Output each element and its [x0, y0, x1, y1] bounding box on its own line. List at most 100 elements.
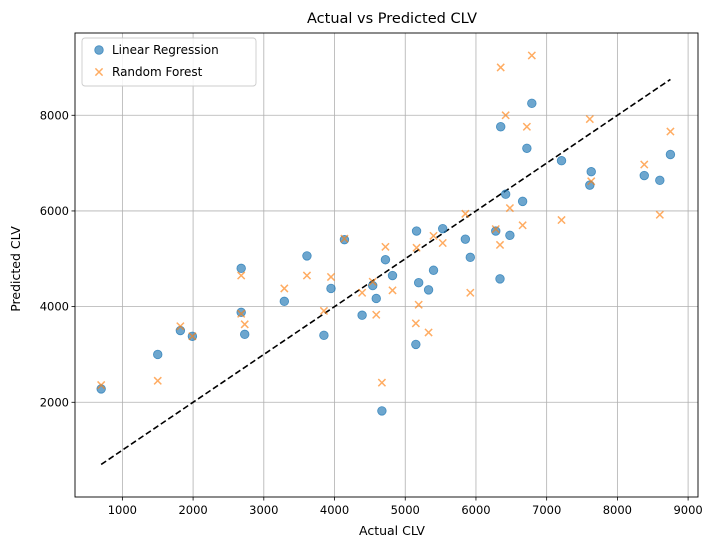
lr-point: [380, 255, 391, 265]
rf-point: [466, 288, 475, 297]
rf-point: [640, 160, 649, 169]
lr-point: [371, 293, 381, 304]
lr-point: [438, 223, 448, 234]
rf-point: [237, 309, 246, 318]
rf-point: [496, 63, 505, 72]
lr-point: [377, 406, 387, 416]
rf-point: [188, 332, 197, 341]
series-2: [97, 51, 675, 390]
rf-point: [326, 272, 336, 282]
lr-point: [175, 325, 186, 336]
x-tick-label: 4000: [320, 503, 349, 517]
y-tick-label: 4000: [40, 300, 69, 314]
lr-point: [556, 156, 567, 166]
rf-point: [372, 310, 381, 319]
lr-point: [655, 175, 665, 186]
chart-title: Actual vs Predicted CLV: [307, 11, 477, 27]
y-tick-label: 6000: [40, 204, 69, 218]
rf-point: [411, 319, 420, 328]
rf-point: [655, 210, 664, 219]
y-tick-label: 8000: [40, 108, 69, 122]
rf-point: [527, 51, 536, 60]
rf-point: [319, 306, 329, 316]
rf-point: [585, 114, 594, 124]
legend: Linear Regression Random Forest: [81, 37, 257, 87]
rf-point: [438, 238, 447, 248]
rf-point: [522, 122, 531, 131]
legend-box: [81, 37, 257, 87]
lr-point: [302, 251, 312, 261]
rf-point: [237, 271, 246, 280]
legend-marker: [94, 45, 104, 55]
x-axis-label: Actual CLV: [359, 523, 425, 538]
lr-point: [428, 265, 439, 275]
lr-point: [460, 234, 471, 244]
lr-point: [326, 283, 336, 294]
lr-point: [517, 196, 528, 207]
lr-point: [500, 189, 511, 199]
lr-point: [639, 170, 649, 181]
rf-point: [424, 328, 433, 337]
rf-point: [153, 376, 162, 385]
lr-point: [495, 274, 505, 284]
rf-point: [505, 203, 515, 213]
rf-point: [461, 209, 470, 218]
grid-lines: [75, 33, 698, 497]
lr-point: [411, 226, 422, 236]
x-tick-label: 2000: [178, 503, 207, 517]
rf-point: [176, 322, 185, 331]
reference-line: [100, 78, 671, 466]
rf-point: [340, 234, 349, 243]
lr-point: [505, 230, 515, 241]
lr-point: [411, 339, 421, 350]
lr-point: [465, 252, 475, 263]
rf-point: [280, 284, 289, 293]
y-axis-label: Predicted CLV: [8, 226, 23, 312]
rf-point: [412, 243, 421, 252]
lr-point: [496, 122, 506, 132]
x-tick-label: 6000: [461, 503, 490, 517]
lr-point: [153, 349, 163, 360]
reference-line-path: [100, 78, 671, 466]
legend-label: Linear Regression: [112, 43, 219, 57]
lr-point: [522, 143, 532, 153]
rf-point: [302, 271, 312, 280]
x-tick-label: 1000: [108, 503, 137, 517]
lr-point: [665, 149, 676, 160]
rf-point: [377, 378, 387, 387]
rf-point: [587, 177, 596, 186]
rf-point: [381, 242, 390, 251]
lr-point: [319, 330, 329, 341]
rf-point: [357, 288, 367, 297]
lr-point: [236, 307, 246, 318]
y-tick-label: 2000: [40, 395, 69, 409]
lr-point: [357, 310, 367, 320]
rf-point: [414, 300, 423, 309]
lr-point: [387, 270, 398, 281]
rf-point: [368, 277, 377, 286]
legend-label: Random Forest: [112, 65, 203, 79]
lr-point: [413, 277, 424, 288]
rf-point: [518, 221, 527, 230]
series-1: [96, 98, 676, 416]
lr-point: [279, 296, 290, 307]
rf-point: [666, 127, 675, 136]
lr-point: [423, 285, 434, 295]
rf-point: [429, 231, 438, 240]
lr-point: [586, 167, 596, 177]
rf-point: [491, 224, 500, 234]
lr-point: [491, 226, 501, 236]
rf-point: [501, 111, 510, 120]
x-tick-label: 8000: [603, 503, 632, 517]
x-tick-label: 7000: [532, 503, 561, 517]
x-tick-label: 3000: [249, 503, 278, 517]
rf-point: [557, 215, 566, 225]
axis-ticks: 1000 2000 3000 4000 5000 6000 7000 8000 9000 2000…: [40, 108, 703, 517]
x-tick-label: 9000: [673, 503, 702, 517]
rf-point: [495, 240, 505, 250]
lr-point: [240, 329, 250, 340]
x-tick-label: 5000: [391, 503, 420, 517]
rf-point: [97, 380, 106, 390]
rf-point: [388, 286, 397, 295]
